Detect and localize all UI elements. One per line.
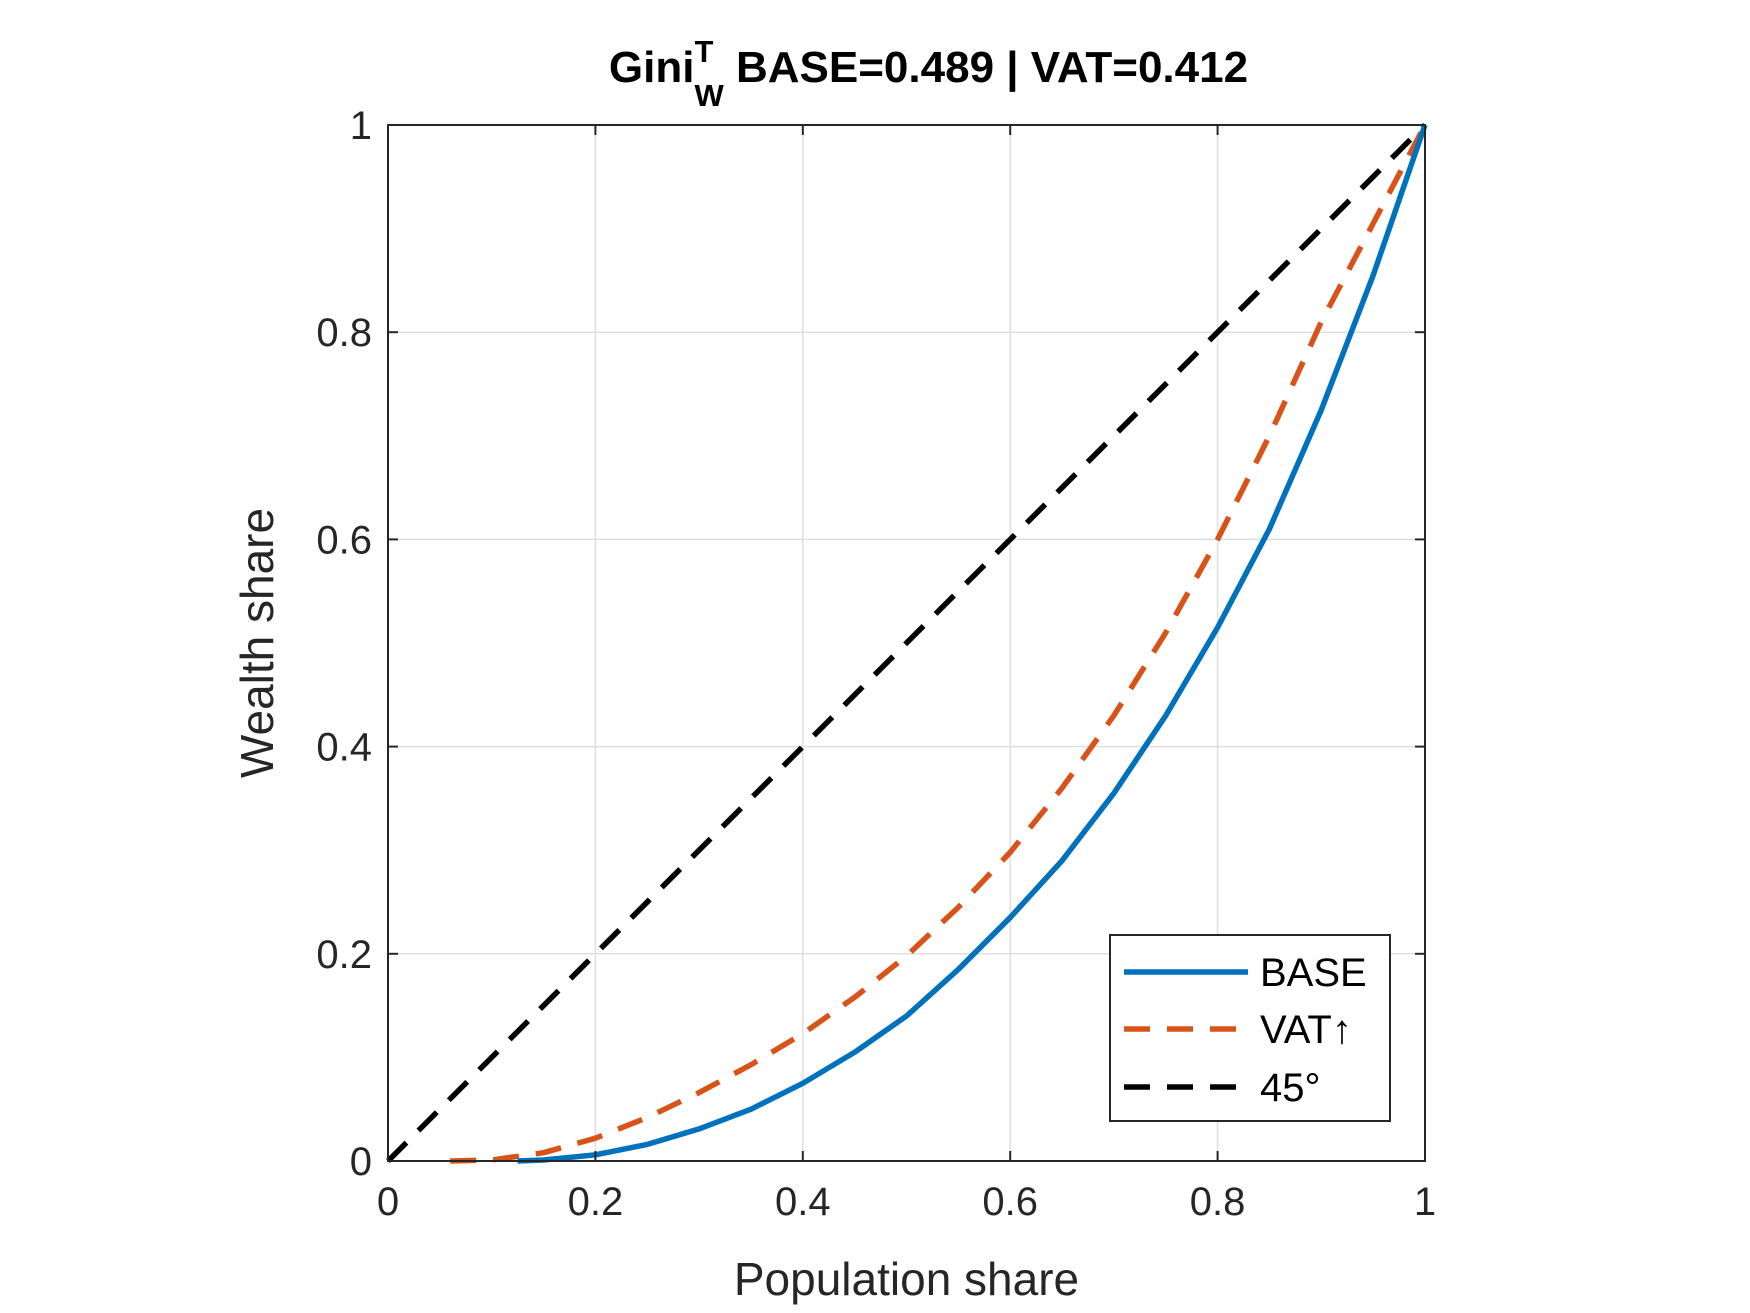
x-tick-label: 0.6 — [982, 1180, 1038, 1224]
title-main: Gini — [609, 43, 695, 92]
x-tick-label: 0.8 — [1190, 1180, 1246, 1224]
y-tick-label: 0.6 — [316, 518, 372, 562]
x-tick-label: 0.4 — [775, 1180, 831, 1224]
x-tick-label: 0.2 — [568, 1180, 624, 1224]
title-superscript: T — [694, 34, 713, 69]
y-tick-label: 0.2 — [316, 933, 372, 977]
legend-label: VAT↑ — [1260, 1008, 1352, 1052]
y-tick-labels: 0 0.2 0.4 0.6 0.8 1 — [316, 104, 372, 1184]
y-tick-label: 0.8 — [316, 311, 372, 355]
x-axis-label: Population share — [734, 1253, 1079, 1305]
legend-box — [1109, 934, 1391, 1122]
y-axis-label: Wealth share — [231, 508, 283, 778]
series-line-45-degree — [386, 123, 1427, 1163]
legend-label: BASE — [1260, 951, 1367, 995]
series-lines — [386, 123, 1428, 1164]
title-subscript: W — [695, 78, 725, 113]
y-tick-label: 1 — [350, 104, 372, 148]
y-tick-label: 0.4 — [316, 726, 372, 770]
plot-frame — [387, 124, 1426, 1162]
title-rest: BASE=0.489 | VAT=0.412 — [724, 43, 1248, 93]
legend-label: 45° — [1260, 1066, 1321, 1110]
y-tick-label: 0 — [350, 1140, 372, 1184]
series-line-base — [517, 124, 1428, 1164]
x-tick-labels: 0 0.2 0.4 0.6 0.8 1 — [377, 1180, 1436, 1224]
x-tick-label: 0 — [377, 1180, 399, 1224]
axis-ticks — [387, 124, 1426, 1162]
chart-title: GiniT W BASE=0.489 | VAT=0.412 — [609, 34, 1248, 113]
legend: BASE VAT↑ 45° — [1109, 934, 1391, 1122]
x-tick-label: 1 — [1414, 1180, 1436, 1224]
series-line-vat — [450, 123, 1428, 1164]
grid-lines — [388, 125, 1425, 1161]
